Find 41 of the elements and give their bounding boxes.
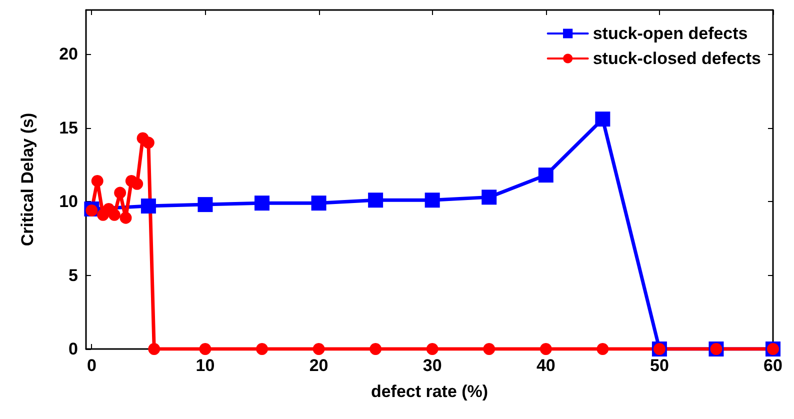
- point: [256, 343, 268, 355]
- point: [91, 174, 104, 187]
- x-axis-title: defect rate (%): [370, 382, 488, 401]
- point: [311, 196, 326, 211]
- point: [482, 190, 497, 205]
- x-tick-label: 50: [650, 356, 669, 375]
- point: [312, 343, 325, 355]
- point: [142, 136, 154, 149]
- point: [199, 343, 212, 355]
- x-tick-label: 0: [86, 356, 96, 375]
- x-tick-label: 20: [309, 356, 328, 375]
- x-tick-label: 60: [764, 356, 782, 375]
- point: [370, 343, 382, 355]
- point: [148, 343, 160, 355]
- point: [254, 196, 270, 211]
- point: [596, 343, 609, 355]
- legend-label: stuck-closed defects: [592, 49, 762, 68]
- point: [540, 343, 552, 355]
- point: [368, 192, 384, 208]
- point: [86, 204, 98, 216]
- point: [483, 343, 496, 355]
- y-axis-title: Critical Delay (s): [18, 112, 37, 246]
- point: [538, 168, 554, 183]
- y-tick-label: 10: [59, 192, 78, 212]
- y-tick-label: 0: [68, 340, 78, 358]
- y-tick-label: 15: [59, 118, 78, 138]
- x-tick-label: 10: [196, 356, 215, 375]
- point: [114, 186, 126, 199]
- legend-label: stuck-open defects: [592, 24, 748, 43]
- point: [140, 198, 156, 214]
- point: [131, 178, 144, 190]
- x-tick-label: 30: [422, 356, 442, 375]
- x-tick-label: 40: [536, 356, 556, 375]
- point: [424, 192, 440, 208]
- y-tick-label: 20: [59, 44, 78, 64]
- point: [595, 112, 610, 127]
- point: [426, 343, 438, 355]
- y-tick-label: 5: [68, 266, 78, 285]
- point: [120, 212, 132, 224]
- point: [108, 208, 120, 221]
- point: [198, 197, 213, 212]
